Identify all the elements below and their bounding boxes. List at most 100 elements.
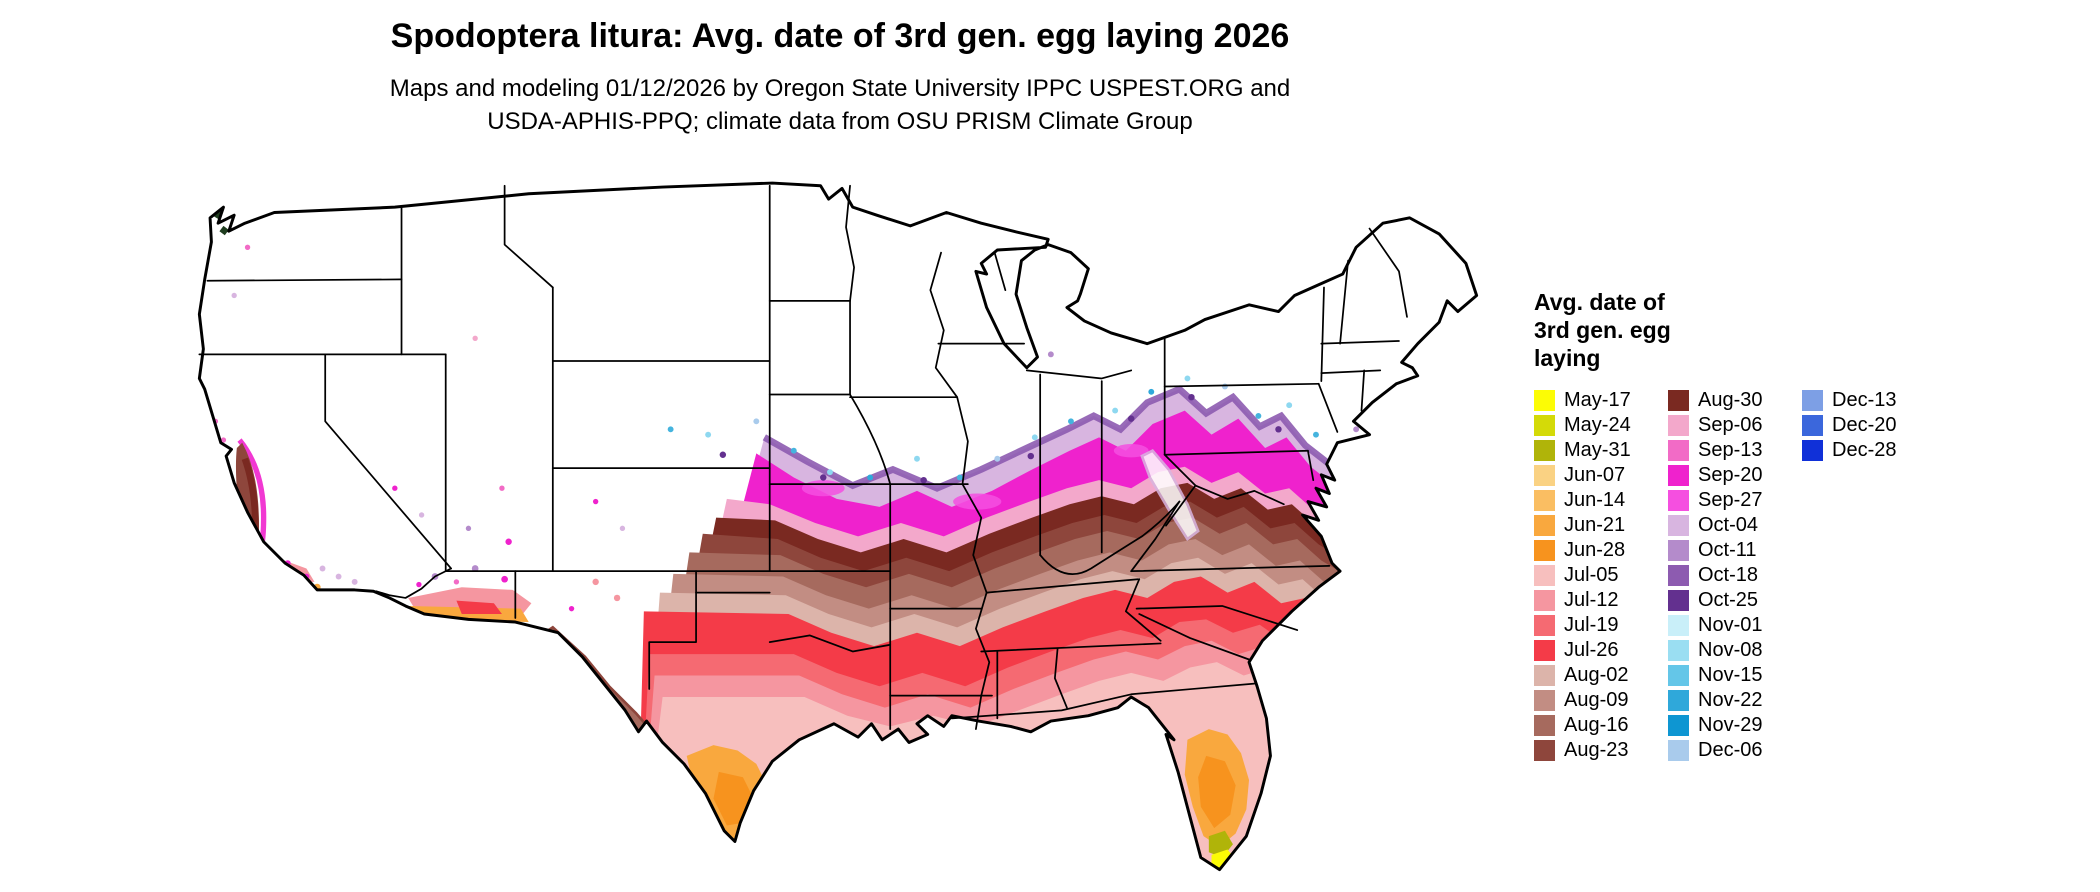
legend-color-swatch [1668, 565, 1689, 586]
legend-entry: Aug-16 [1534, 713, 1668, 738]
legend-label: Oct-11 [1698, 539, 1757, 561]
legend-label: Jul-19 [1564, 614, 1619, 636]
legend-entry: Jun-21 [1534, 513, 1668, 538]
legend-color-swatch [1668, 690, 1689, 711]
florida-keys-speck [1193, 871, 1199, 877]
legend-entry: Dec-20 [1802, 413, 1952, 438]
legend-label: May-31 [1564, 439, 1631, 461]
legend-color-swatch [1668, 715, 1689, 736]
legend-entry: Oct-11 [1668, 538, 1802, 563]
legend-entry: Sep-06 [1668, 413, 1802, 438]
legend-label: Aug-09 [1564, 689, 1629, 711]
legend-title-line-2: 3rd gen. egg [1534, 317, 1671, 343]
title-block: Spodoptera litura: Avg. date of 3rd gen.… [194, 16, 1486, 138]
west-speck [465, 525, 472, 532]
legend-label: Sep-06 [1698, 414, 1763, 436]
legend-color-swatch [1668, 465, 1689, 486]
az-speck [471, 565, 479, 572]
legend-color-swatch [1668, 740, 1689, 761]
legend-entry: May-31 [1534, 438, 1668, 463]
page-title: Spodoptera litura: Avg. date of 3rd gen.… [390, 17, 1290, 55]
legend-entry: Sep-27 [1668, 488, 1802, 513]
west-speck [592, 498, 599, 505]
legend-label: Sep-20 [1698, 464, 1763, 486]
legend-label: Sep-13 [1698, 439, 1763, 461]
legend-label: Nov-22 [1698, 689, 1763, 711]
legend-color-swatch [1534, 440, 1555, 461]
legend-entry: Aug-23 [1534, 738, 1668, 763]
legend-label: Jun-21 [1564, 514, 1626, 536]
west-speck [418, 512, 425, 518]
zone-ca-valley-core [241, 457, 259, 532]
legend-color-swatch [1534, 715, 1555, 736]
legend-label: Aug-02 [1564, 664, 1629, 686]
legend-entry: Jun-14 [1534, 488, 1668, 513]
legend-color-swatch [1668, 640, 1689, 661]
legend-label: Jul-05 [1564, 564, 1619, 586]
west-speck [592, 578, 599, 586]
legend-label: Aug-30 [1698, 389, 1763, 411]
ca-speck [220, 437, 227, 443]
az-speck [453, 579, 460, 585]
west-speck [505, 538, 512, 545]
legend-entry: Nov-15 [1668, 663, 1802, 688]
legend-color-swatch [1668, 615, 1689, 636]
subtitle-line-1: Maps and modeling 01/12/2026 by Oregon S… [389, 75, 1291, 102]
us-map-svg [197, 181, 1479, 877]
legend-label: Nov-01 [1698, 614, 1763, 636]
legend-color-swatch [1668, 665, 1689, 686]
legend-entry: Nov-22 [1668, 688, 1802, 713]
legend-color-swatch [1534, 515, 1555, 536]
west-speck [568, 605, 575, 612]
west-speck [231, 292, 237, 299]
legend-label: Sep-27 [1698, 489, 1763, 511]
legend-entry: Sep-13 [1668, 438, 1802, 463]
legend-entry: Dec-28 [1802, 438, 1952, 463]
legend-color-swatch [1534, 390, 1555, 411]
legend-label: Oct-25 [1698, 589, 1759, 611]
zone-sep-27-blob [801, 480, 845, 497]
legend-label: Nov-15 [1698, 664, 1763, 686]
legend-entry: Dec-13 [1802, 388, 1952, 413]
legend-label: Oct-18 [1698, 564, 1759, 586]
legend-entry: Jul-26 [1534, 638, 1668, 663]
ca-speck [335, 573, 342, 580]
legend-color-swatch [1534, 565, 1555, 586]
legend-entry: Jun-07 [1534, 463, 1668, 488]
legend-title-line-1: Avg. date of [1534, 289, 1665, 315]
legend-label: Nov-29 [1698, 714, 1763, 736]
legend-column-3: Dec-13 Dec-20 Dec-28 [1802, 388, 1952, 763]
legend-label: Jul-12 [1564, 589, 1619, 611]
legend-color-swatch [1534, 690, 1555, 711]
west-speck [392, 485, 398, 491]
az-speck [416, 581, 422, 588]
legend-color-swatch [1668, 515, 1689, 536]
subtitle-line-2: USDA-APHIS-PPQ; climate data from OSU PR… [487, 108, 1193, 135]
legend-color-swatch [1534, 465, 1555, 486]
legend-entry: Nov-29 [1668, 713, 1802, 738]
legend-label: Jun-14 [1564, 489, 1626, 511]
legend-color-swatch [1534, 590, 1555, 611]
legend-entry: Aug-30 [1668, 388, 1802, 413]
west-speck [472, 335, 478, 341]
legend-color-swatch [1668, 415, 1689, 436]
legend-entry: Jul-19 [1534, 613, 1668, 638]
legend-color-swatch [1668, 440, 1689, 461]
legend-label: May-24 [1564, 414, 1631, 436]
zone-sep-27-blob [1113, 444, 1149, 458]
legend-label: Jun-07 [1564, 464, 1626, 486]
legend-color-swatch [1802, 415, 1823, 436]
legend-label: Aug-23 [1564, 739, 1629, 761]
west-speck [613, 594, 621, 602]
legend-columns: May-17 May-24 May-31 Jun-07 Jun-14 Jun-21 Jun-… [1534, 388, 1974, 763]
legend-label: Dec-13 [1832, 389, 1897, 411]
us-outline [197, 181, 1479, 872]
legend-color-swatch [1802, 440, 1823, 461]
legend-color-swatch [1668, 540, 1689, 561]
legend-label: May-17 [1564, 389, 1631, 411]
page-subtitle: Maps and modeling 01/12/2026 by Oregon S… [194, 72, 1486, 138]
west-speck [499, 485, 505, 491]
legend-entry: Nov-08 [1668, 638, 1802, 663]
legend-label: Dec-06 [1698, 739, 1763, 761]
legend-title: Avg. date of 3rd gen. egg laying [1534, 288, 1974, 372]
